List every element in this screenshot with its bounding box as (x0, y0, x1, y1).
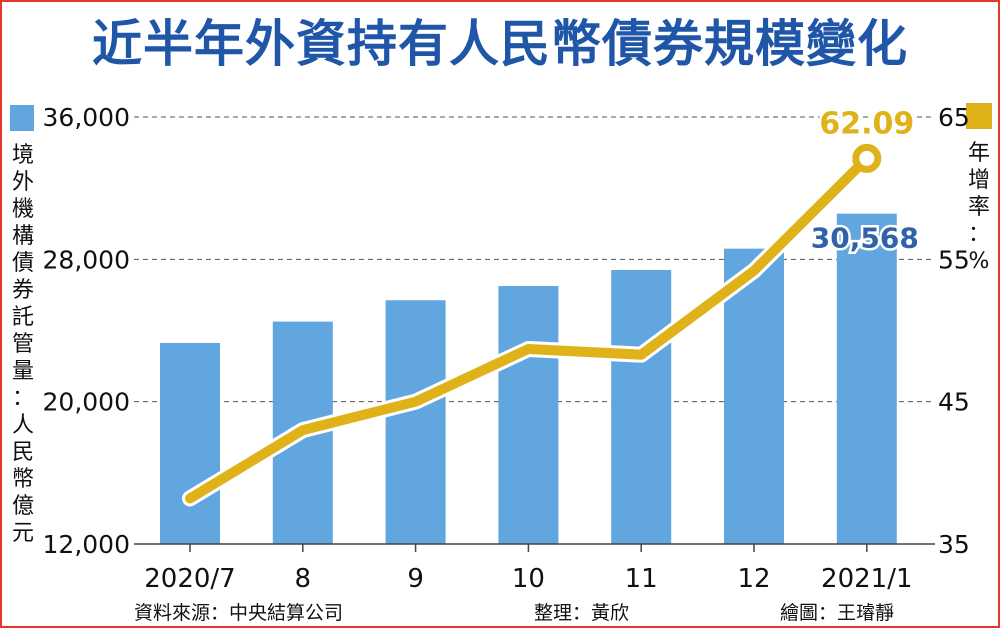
right-tick-label: 65 (938, 103, 970, 132)
right-legend-square (966, 103, 992, 129)
x-tick-label: 11 (625, 564, 658, 594)
x-tick-label: 9 (407, 564, 424, 594)
right-axis-label-text: 年增率：% (967, 141, 990, 274)
x-tick-label: 12 (737, 564, 770, 594)
right-tick-label: 55 (938, 245, 970, 274)
bar (724, 248, 784, 545)
left-tick-label: 20,000 (43, 388, 130, 417)
x-tick-label: 8 (295, 564, 312, 594)
bar (498, 286, 559, 544)
line-series (185, 153, 872, 504)
bar (160, 342, 220, 544)
chart-title: 近半年外資持有人民幣債券規模變化 (92, 15, 908, 73)
right-tick-label: 35 (938, 530, 970, 559)
line-end-marker (852, 143, 882, 173)
right-axis-label: 年增率：% (966, 140, 992, 275)
left-axis-label-text: 境外機構債券託管量：人民幣億元 (11, 143, 34, 546)
footer-editor: 整理：黃欣 (534, 602, 630, 624)
bar (836, 213, 897, 544)
last-line-data-label: 62.09 (819, 106, 914, 141)
bar (611, 270, 672, 544)
left-legend-square (10, 105, 34, 131)
footer-source: 資料來源：中央結算公司 (134, 602, 344, 624)
bar (385, 300, 446, 544)
last-bar-data-label: 30,568 (811, 222, 919, 255)
left-axis-label: 境外機構債券託管量：人民幣億元 (10, 142, 36, 547)
footer-artist: 繪圖：王璿靜 (780, 602, 895, 624)
left-tick-label: 36,000 (43, 103, 130, 132)
x-tick-label: 2021/1 (821, 564, 912, 594)
left-tick-label: 12,000 (43, 530, 130, 559)
x-tick-label: 10 (512, 564, 545, 594)
x-tick-label: 2020/7 (144, 564, 235, 594)
right-tick-label: 45 (938, 388, 970, 417)
left-tick-label: 28,000 (43, 245, 130, 274)
